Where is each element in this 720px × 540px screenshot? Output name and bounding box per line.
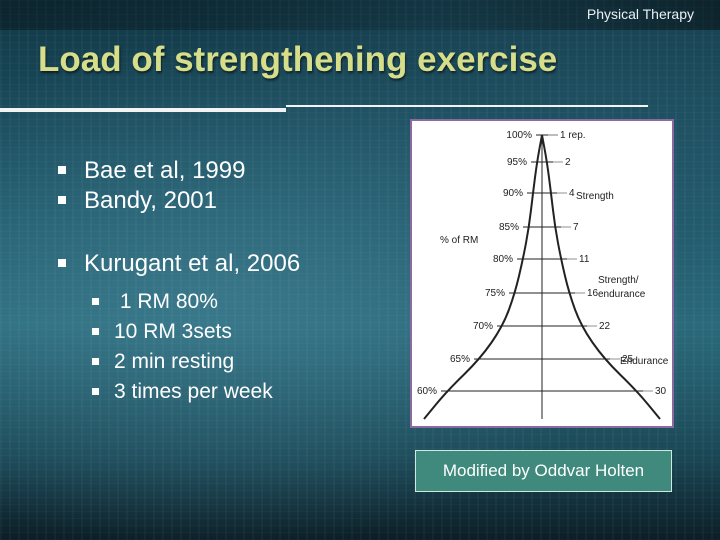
reps-label: 16 bbox=[587, 288, 599, 299]
sub-bullet-item: 10 RM 3sets bbox=[92, 317, 398, 347]
topic-label: Physical Therapy bbox=[586, 6, 694, 22]
sub-bullet-text: 3 times per week bbox=[114, 380, 273, 403]
rm-continuum-figure: 100% 1 rep. 95% 2 90% 4 85% 7 80% 11 75% 16 70% 22 65%… bbox=[410, 119, 674, 428]
bullet-text: Bandy, 2001 bbox=[84, 187, 217, 214]
reps-label: 30 bbox=[655, 386, 667, 397]
reps-label: 2 bbox=[565, 157, 571, 168]
bullet-list: Bae et al, 1999 Bandy, 2001 Kurugant et … bbox=[58, 156, 398, 407]
reps-label: 1 rep. bbox=[560, 130, 586, 141]
sub-bullet-item: 1 RM 80% bbox=[92, 287, 398, 317]
bullet-square-icon bbox=[92, 328, 99, 335]
percent-label: 85% bbox=[499, 222, 519, 233]
zone-label-strength: Strength bbox=[576, 191, 614, 202]
bullet-text: Bae et al, 1999 bbox=[84, 157, 246, 184]
axis-label: % of RM bbox=[440, 235, 478, 246]
sub-bullet-list: 1 RM 80% 10 RM 3sets 2 min resting 3 tim… bbox=[92, 287, 398, 407]
slide-title: Load of strengthening exercise bbox=[38, 40, 558, 79]
reps-label: 11 bbox=[579, 254, 590, 265]
percent-label: 75% bbox=[485, 288, 505, 299]
sub-bullet-text: 2 min resting bbox=[114, 350, 235, 373]
rm-continuum-diagram: 100% 1 rep. 95% 2 90% 4 85% 7 80% 11 75% 16 70% 22 65%… bbox=[417, 130, 669, 420]
bullet-square-icon bbox=[92, 298, 99, 305]
zone-label-strength-endurance: Strength/ bbox=[598, 275, 639, 286]
sub-bullet-text: 10 RM 3sets bbox=[114, 320, 232, 343]
percent-label: 65% bbox=[450, 354, 470, 365]
sub-bullet-item: 3 times per week bbox=[92, 377, 398, 407]
header-strip bbox=[0, 0, 720, 30]
zone-label-endurance: Endurance bbox=[620, 356, 669, 367]
bullet-square-icon bbox=[92, 388, 99, 395]
curve-left-edge bbox=[423, 134, 543, 420]
bullet-square-icon bbox=[58, 259, 66, 267]
zone-label-strength-endurance: endurance bbox=[598, 289, 646, 300]
bullet-item: Bandy, 2001 bbox=[58, 186, 398, 216]
percent-label: 80% bbox=[493, 254, 513, 265]
bullet-item: Kurugant et al, 2006 bbox=[58, 249, 398, 279]
reps-label: 25 bbox=[622, 354, 634, 365]
bullet-square-icon bbox=[58, 196, 66, 204]
sub-bullet-text: 1 RM 80% bbox=[114, 290, 218, 313]
bullet-item: Bae et al, 1999 bbox=[58, 156, 398, 186]
percent-label: 100% bbox=[506, 130, 532, 141]
bullet-text: Kurugant et al, 2006 bbox=[84, 250, 301, 277]
reps-label: 7 bbox=[573, 222, 579, 233]
sub-bullet-item: 2 min resting bbox=[92, 347, 398, 377]
title-underline-thin bbox=[286, 105, 648, 107]
percent-label: 95% bbox=[507, 157, 527, 168]
percent-label: 70% bbox=[473, 321, 493, 332]
bullet-square-icon bbox=[92, 358, 99, 365]
figure-caption: Modified by Oddvar Holten bbox=[415, 450, 672, 492]
percent-label: 90% bbox=[503, 188, 523, 199]
bullet-square-icon bbox=[58, 166, 66, 174]
title-underline-thick bbox=[0, 108, 286, 112]
percent-label: 60% bbox=[417, 386, 437, 397]
reps-label: 22 bbox=[599, 321, 611, 332]
curve-right-edge bbox=[541, 134, 661, 420]
reps-label: 4 bbox=[569, 188, 575, 199]
